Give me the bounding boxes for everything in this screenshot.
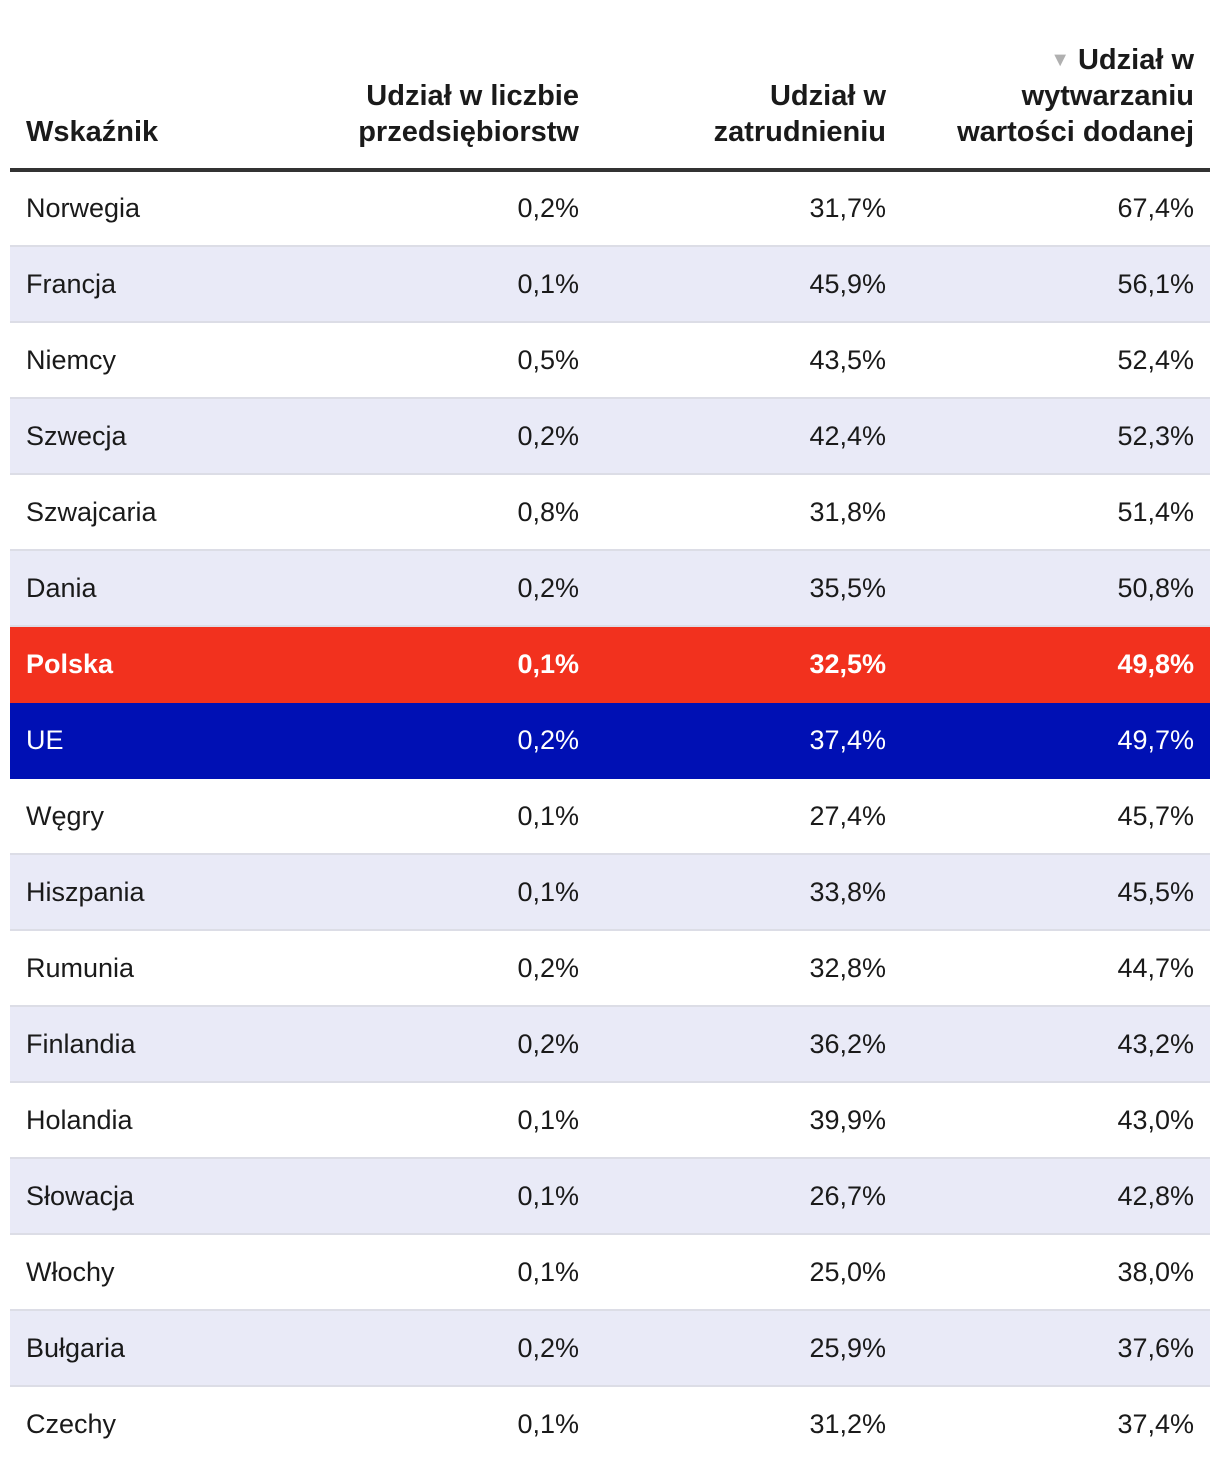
cell-employment: 31,8% — [595, 474, 902, 551]
cell-value-added: 37,4% — [1117, 1409, 1194, 1439]
cell-country: Dania — [10, 550, 310, 627]
cell-enterprises: 0,2% — [310, 550, 595, 627]
cell-value-added: 52,3% — [902, 398, 1210, 475]
table-row: Słowacja 0,1% 26,7% 42,8% — [10, 1158, 1210, 1235]
table-row: Bułgaria 0,2% 25,9% 37,6% — [10, 1310, 1210, 1387]
cell-employment: 43,5% — [595, 322, 902, 399]
cell-enterprises: 0,1% — [310, 1082, 595, 1159]
table-row: Niemcy 0,5% 43,5% 52,4% — [10, 322, 1210, 399]
column-header-employment[interactable]: Udział w zatrudnieniu — [595, 0, 902, 172]
cell-country: Finlandia — [10, 1006, 310, 1083]
table-row: Francja 0,1% 45,9% 56,1% — [10, 246, 1210, 323]
cell-enterprises: 0,1% — [310, 1158, 595, 1235]
cell-country: Norwegia — [10, 170, 310, 247]
column-header-label: Wskaźnik — [26, 116, 159, 148]
column-header-label: Udział w wytwarzaniu wartości dodanej — [957, 44, 1194, 148]
cell-employment: 42,4% — [595, 398, 902, 475]
cell-value-added: 45,5% — [902, 854, 1210, 931]
cell-enterprises: 0,2% — [310, 930, 595, 1007]
cell-country: Rumunia — [10, 930, 310, 1007]
cell-country: Słowacja — [10, 1158, 310, 1235]
cell-enterprises: 0,1% — [310, 626, 595, 703]
cell-employment: 32,8% — [595, 930, 902, 1007]
cell-enterprises: 0,8% — [310, 474, 595, 551]
cell-employment: 37,4% — [595, 702, 902, 779]
cell-enterprises: 0,1% — [310, 246, 595, 323]
cell-employment: 36,2% — [595, 1006, 902, 1083]
data-table: Wskaźnik Udział w liczbie przedsiębiorst… — [10, 0, 1210, 1462]
cell-employment: 35,5% — [595, 550, 902, 627]
cell-enterprises: 0,2% — [310, 702, 595, 779]
cell-employment: 39,9% — [595, 1082, 902, 1159]
cell-employment: 26,7% — [595, 1158, 902, 1235]
table-row: Rumunia 0,2% 32,8% 44,7% — [10, 930, 1210, 1007]
cell-enterprises: 0,1% — [517, 1409, 579, 1439]
table-row: Polska 0,1% 32,5% 49,8% — [10, 626, 1210, 703]
cell-country: Bułgaria — [10, 1310, 310, 1387]
column-header-label: Udział w zatrudnieniu — [713, 80, 886, 148]
table-row: Dania 0,2% 35,5% 50,8% — [10, 550, 1210, 627]
table-row: Hiszpania 0,1% 33,8% 45,5% — [10, 854, 1210, 931]
cell-employment: 31,2% — [809, 1409, 886, 1439]
cell-employment: 31,7% — [595, 170, 902, 247]
cell-employment: 25,9% — [595, 1310, 902, 1387]
table-row: Czechy 0,1% 31,2% 37,4% — [10, 1386, 1210, 1462]
cell-employment: 32,5% — [595, 626, 902, 703]
cell-country: Włochy — [10, 1234, 310, 1311]
table-row: Holandia 0,1% 39,9% 43,0% — [10, 1082, 1210, 1159]
table-row: Węgry 0,1% 27,4% 45,7% — [10, 778, 1210, 855]
cell-country: Węgry — [10, 778, 310, 855]
cell-employment: 33,8% — [595, 854, 902, 931]
cell-enterprises: 0,5% — [310, 322, 595, 399]
cell-value-added: 49,7% — [902, 702, 1210, 779]
header-row: Wskaźnik Udział w liczbie przedsiębiorst… — [10, 0, 1210, 172]
cell-country: Szwajcaria — [10, 474, 310, 551]
cell-value-added: 49,8% — [902, 626, 1210, 703]
cell-employment: 25,0% — [595, 1234, 902, 1311]
cell-enterprises: 0,1% — [310, 854, 595, 931]
table-header: Wskaźnik Udział w liczbie przedsiębiorst… — [10, 0, 1210, 172]
table-row: UE 0,2% 37,4% 49,7% — [10, 702, 1210, 779]
column-header-country[interactable]: Wskaźnik — [10, 0, 310, 172]
cell-country: UE — [10, 702, 310, 779]
cell-value-added: 37,6% — [902, 1310, 1210, 1387]
cell-value-added: 43,0% — [902, 1082, 1210, 1159]
data-table-container: Wskaźnik Udział w liczbie przedsiębiorst… — [10, 0, 1210, 1462]
cell-employment: 27,4% — [595, 778, 902, 855]
cell-country: Szwecja — [10, 398, 310, 475]
column-header-enterprises[interactable]: Udział w liczbie przedsiębiorstw — [310, 0, 595, 172]
table-row: Finlandia 0,2% 36,2% 43,2% — [10, 1006, 1210, 1083]
cell-country: Polska — [10, 626, 310, 703]
cell-value-added: 52,4% — [902, 322, 1210, 399]
cell-country: Czechy — [26, 1409, 117, 1439]
table-row: Włochy 0,1% 25,0% 38,0% — [10, 1234, 1210, 1311]
cell-value-added: 45,7% — [902, 778, 1210, 855]
cell-country: Niemcy — [10, 322, 310, 399]
cell-value-added: 42,8% — [902, 1158, 1210, 1235]
cell-country: Holandia — [10, 1082, 310, 1159]
cell-value-added: 51,4% — [902, 474, 1210, 551]
cell-enterprises: 0,2% — [310, 170, 595, 247]
cell-enterprises: 0,2% — [310, 398, 595, 475]
cell-enterprises: 0,1% — [310, 1234, 595, 1311]
cell-value-added: 43,2% — [902, 1006, 1210, 1083]
cell-employment: 45,9% — [595, 246, 902, 323]
triangle-down-icon[interactable]: ▼ — [1050, 49, 1070, 71]
cell-value-added: 67,4% — [902, 170, 1210, 247]
cell-value-added: 50,8% — [902, 550, 1210, 627]
column-header-value-added[interactable]: ▼ Udział w wytwarzaniu wartości dodanej — [902, 0, 1210, 172]
table-row: Szwajcaria 0,8% 31,8% 51,4% — [10, 474, 1210, 551]
cell-country: Hiszpania — [10, 854, 310, 931]
cell-value-added: 56,1% — [902, 246, 1210, 323]
column-header-label: Udział w liczbie przedsiębiorstw — [358, 80, 579, 148]
cell-enterprises: 0,2% — [310, 1006, 595, 1083]
table-row: Szwecja 0,2% 42,4% 52,3% — [10, 398, 1210, 475]
cell-enterprises: 0,2% — [310, 1310, 595, 1387]
cell-value-added: 44,7% — [902, 930, 1210, 1007]
cell-country: Francja — [10, 246, 310, 323]
cell-enterprises: 0,1% — [310, 778, 595, 855]
table-body: Norwegia 0,2% 31,7% 67,4% Francja 0,1% 45,9% 56… — [10, 170, 1210, 1462]
table-row: Norwegia 0,2% 31,7% 67,4% — [10, 170, 1210, 247]
cell-value-added: 38,0% — [902, 1234, 1210, 1311]
